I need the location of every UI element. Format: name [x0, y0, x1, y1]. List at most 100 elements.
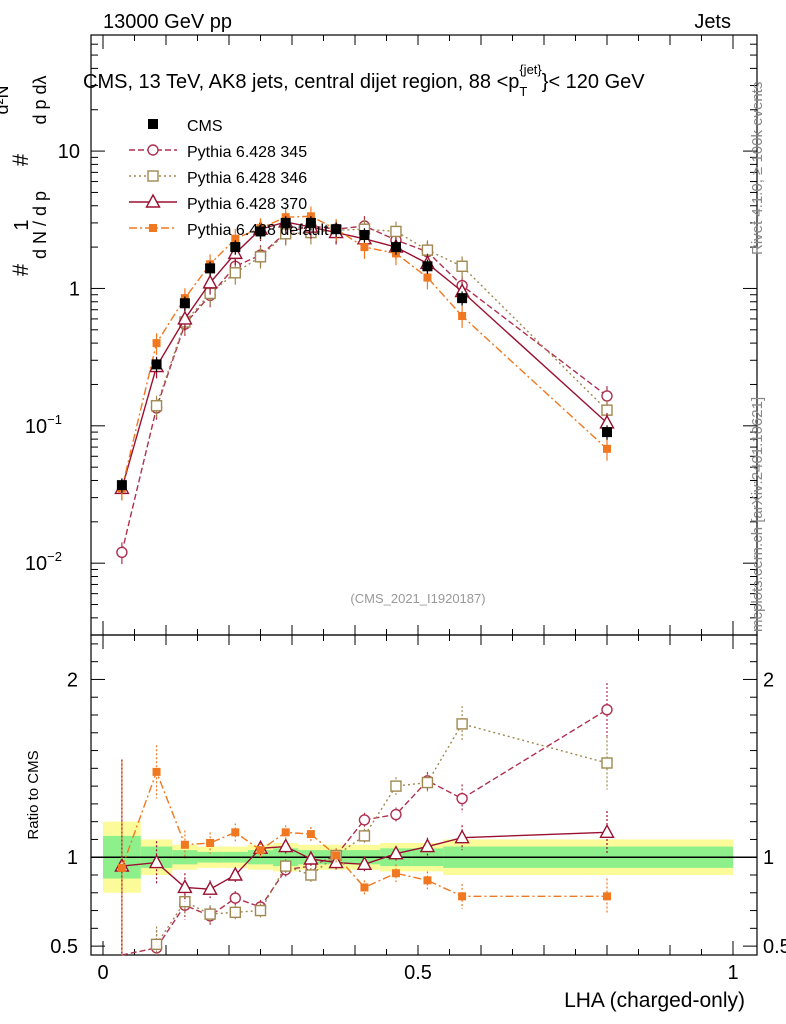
p345-ratio-point	[229, 892, 242, 904]
cms-point	[390, 242, 401, 253]
legend-marker-cms	[148, 119, 158, 129]
legend-label-p370: Pythia 6.428 370	[187, 196, 307, 213]
legend-label-p345: Pythia 6.428 345	[187, 144, 307, 161]
p346-ratio-line	[155, 723, 608, 945]
p345-line	[121, 225, 608, 553]
y-label-num2: d²N	[0, 85, 12, 114]
y-tick-exponent: −2	[47, 549, 62, 564]
p346-ratio-point	[254, 904, 267, 917]
cms-point	[331, 224, 342, 235]
pdef-ratio-point	[256, 846, 265, 855]
y-label-den1: d N / d p	[30, 191, 50, 259]
pdef-ratio-point	[281, 828, 290, 837]
pdef-ratio-point	[360, 883, 369, 892]
p370-ratio-point	[303, 850, 319, 865]
pdef-point	[231, 234, 240, 243]
y-tick-exponent: −1	[47, 412, 62, 427]
p370-ratio-point	[202, 880, 218, 895]
p346-ratio-point	[305, 869, 317, 881]
p370-ratio-point	[454, 829, 470, 844]
pdef-point	[458, 312, 467, 321]
p345-ratio-point	[601, 703, 613, 716]
x-tick-label: 1	[727, 962, 738, 984]
y-tick-label: 1	[69, 278, 80, 300]
pdef-ratio-point	[152, 767, 161, 776]
p370-ratio-point	[388, 845, 404, 860]
p346-ratio-point	[601, 757, 613, 769]
y-axis-label: # 1 d N / d p # d²N d p dλ	[0, 75, 50, 276]
p345-ratio-point	[358, 814, 371, 826]
y-tick-label: 10	[58, 141, 80, 163]
header-right: Jets	[694, 11, 731, 33]
analysis-watermark: (CMS_2021_I1920187)	[350, 591, 485, 606]
legend-label-p346: Pythia 6.428 346	[187, 170, 307, 187]
p346-ratio-point	[358, 830, 371, 842]
y-tick-label: 10−2	[25, 549, 62, 575]
ratio-y-label: Ratio to CMS	[25, 750, 42, 839]
pdef-ratio-point	[206, 839, 215, 847]
x-tick-label: 0	[97, 962, 108, 984]
cms-point	[305, 217, 316, 228]
mcplots-note: mcplots.cern.ch [arXiv:2401.10621]	[749, 397, 766, 632]
pdef-point	[423, 273, 432, 282]
p345-point	[116, 546, 128, 558]
plot-title-sub: T	[519, 84, 527, 99]
plot-title: CMS, 13 TeV, AK8 jets, central dijet reg…	[83, 62, 645, 99]
pdef-ratio-line	[121, 769, 607, 898]
pdef-ratio-point	[423, 876, 432, 885]
legend: CMS Pythia 6.428 345 Pythia 6.428 346 Pythi…	[129, 118, 329, 239]
plot-title-sup: {jet}	[519, 62, 542, 77]
p346-ratio-point	[456, 718, 468, 730]
p370-point	[202, 274, 218, 289]
p346-ratio-point	[421, 776, 434, 789]
pdef-point	[152, 339, 161, 348]
main-panel: 10−2 10−1 1 10	[25, 34, 758, 636]
y-label-hash2: #	[8, 153, 33, 166]
pdef-ratio-point	[332, 851, 341, 860]
cms-point	[230, 242, 241, 253]
rivet-note: Rivet 4.1.0, ≥ 100k events	[749, 82, 766, 255]
p346-point	[150, 400, 163, 412]
p370-point	[177, 310, 193, 325]
y-tick-label: 10−1	[25, 412, 62, 438]
pdef-ratio-point	[231, 828, 240, 837]
p346-ratio-point	[280, 860, 292, 872]
pdef-ratio-point	[391, 869, 400, 878]
pdef-ratio-point	[458, 892, 467, 901]
cms-point	[151, 359, 162, 370]
p370-ratio-point	[599, 823, 615, 839]
p370-ratio-point	[419, 838, 436, 853]
ratio-tick-label-right: 2	[763, 669, 774, 691]
pdef-line	[121, 215, 608, 489]
plot-title-main: CMS, 13 TeV, AK8 jets, central dijet reg…	[83, 71, 519, 93]
cms-point	[255, 226, 266, 237]
p370-line	[121, 221, 608, 489]
cms-point	[359, 229, 370, 240]
pdef-ratio-point	[603, 892, 611, 901]
ratio-tick-label: 1	[67, 847, 78, 869]
pdef-point	[603, 444, 611, 453]
p370-ratio-point	[148, 854, 165, 869]
cms-point	[422, 261, 433, 272]
p370-ratio-point	[227, 866, 243, 881]
cms-point	[205, 263, 216, 274]
legend-label-cms: CMS	[187, 118, 223, 135]
y-label-den2: d p dλ	[30, 75, 50, 124]
ratio-tick-label-right: 0.5	[763, 936, 786, 958]
p370-ratio-point	[278, 838, 294, 853]
plot-title-tail: }< 120 GeV	[542, 71, 646, 93]
y-label-num1: 1	[11, 219, 33, 230]
p346-ratio-point	[390, 780, 402, 792]
pdef-ratio-point	[117, 863, 126, 872]
legend-marker-p346	[147, 170, 159, 182]
p346-point	[229, 267, 242, 279]
p346-point	[254, 251, 267, 263]
ratio-tick-label-right: 1	[763, 847, 774, 869]
p345-ratio-point	[456, 792, 468, 805]
cms-point	[280, 217, 291, 228]
ratio-tick-label: 2	[67, 669, 78, 691]
header-left: 13000 GeV pp	[103, 11, 232, 33]
legend-marker-p345	[147, 144, 159, 156]
p346-line	[155, 228, 608, 411]
